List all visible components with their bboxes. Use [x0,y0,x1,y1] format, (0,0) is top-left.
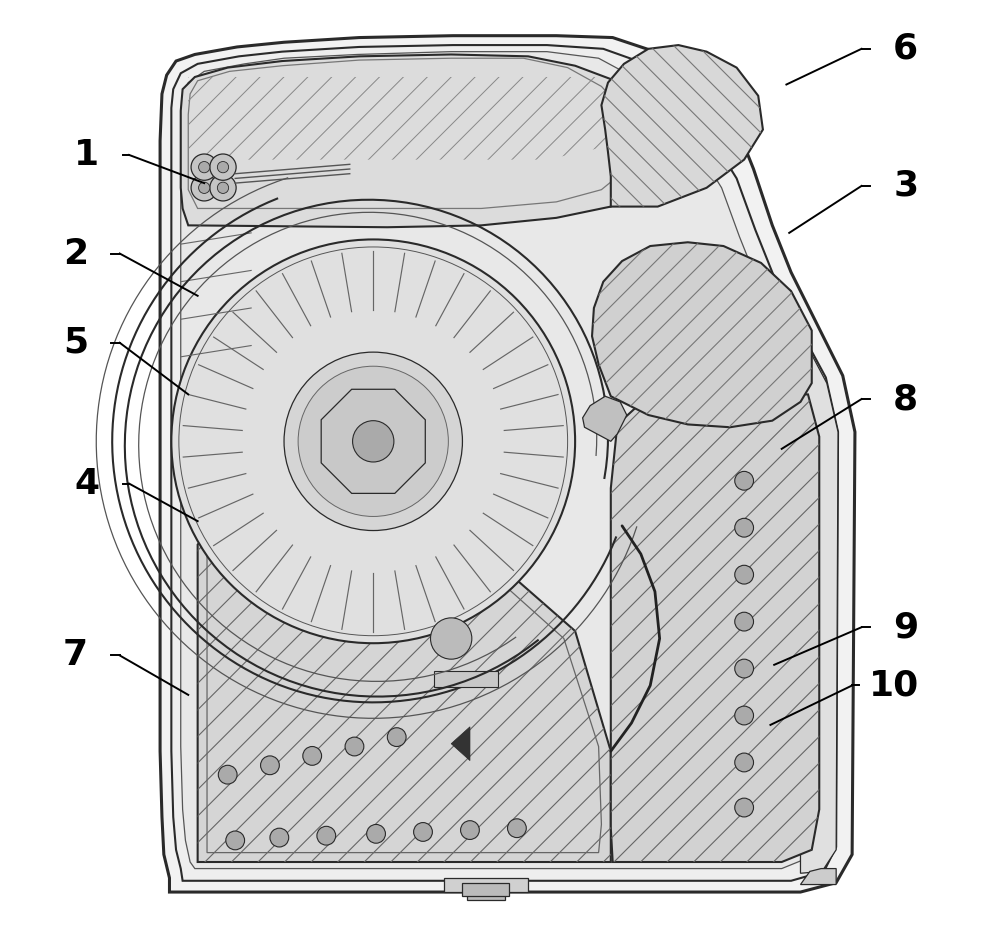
Circle shape [171,239,575,643]
Circle shape [218,765,237,784]
Polygon shape [601,45,763,207]
Text: 10: 10 [869,669,920,702]
Polygon shape [181,54,658,227]
Polygon shape [198,516,611,862]
Text: 8: 8 [893,382,918,416]
Text: 5: 5 [63,326,88,360]
Circle shape [199,182,210,193]
Polygon shape [181,52,822,869]
Text: 3: 3 [893,169,918,203]
Circle shape [191,154,217,180]
Polygon shape [321,390,425,493]
Polygon shape [462,883,509,896]
Circle shape [735,753,754,772]
Circle shape [217,162,229,173]
Polygon shape [583,396,627,441]
Circle shape [345,737,364,756]
Circle shape [735,471,754,490]
Circle shape [735,565,754,584]
Text: 1: 1 [74,138,99,172]
Circle shape [199,162,210,173]
Circle shape [270,828,289,847]
Polygon shape [611,394,819,862]
Circle shape [735,706,754,725]
Polygon shape [434,671,498,687]
Circle shape [735,659,754,678]
Circle shape [226,831,245,850]
Polygon shape [800,333,838,873]
Circle shape [414,823,432,841]
Circle shape [210,175,236,201]
Circle shape [284,352,462,531]
Circle shape [367,824,385,843]
Circle shape [735,798,754,817]
Polygon shape [160,36,855,892]
Circle shape [508,819,526,838]
Polygon shape [800,869,836,885]
Circle shape [735,612,754,631]
Polygon shape [171,45,838,881]
Circle shape [353,421,394,462]
Text: 6: 6 [893,32,918,66]
Polygon shape [444,878,528,892]
Circle shape [431,618,472,659]
Circle shape [191,175,217,201]
Text: 2: 2 [63,237,88,270]
Circle shape [317,826,336,845]
Text: 9: 9 [893,610,918,644]
Circle shape [303,747,322,765]
Text: 4: 4 [74,467,99,500]
Circle shape [261,756,279,775]
Circle shape [210,154,236,180]
Circle shape [217,182,229,193]
Polygon shape [451,727,470,761]
Text: 7: 7 [63,639,88,672]
Circle shape [461,821,479,839]
Polygon shape [467,887,505,900]
Polygon shape [592,242,812,427]
Circle shape [298,366,448,516]
Circle shape [387,728,406,747]
Circle shape [735,518,754,537]
